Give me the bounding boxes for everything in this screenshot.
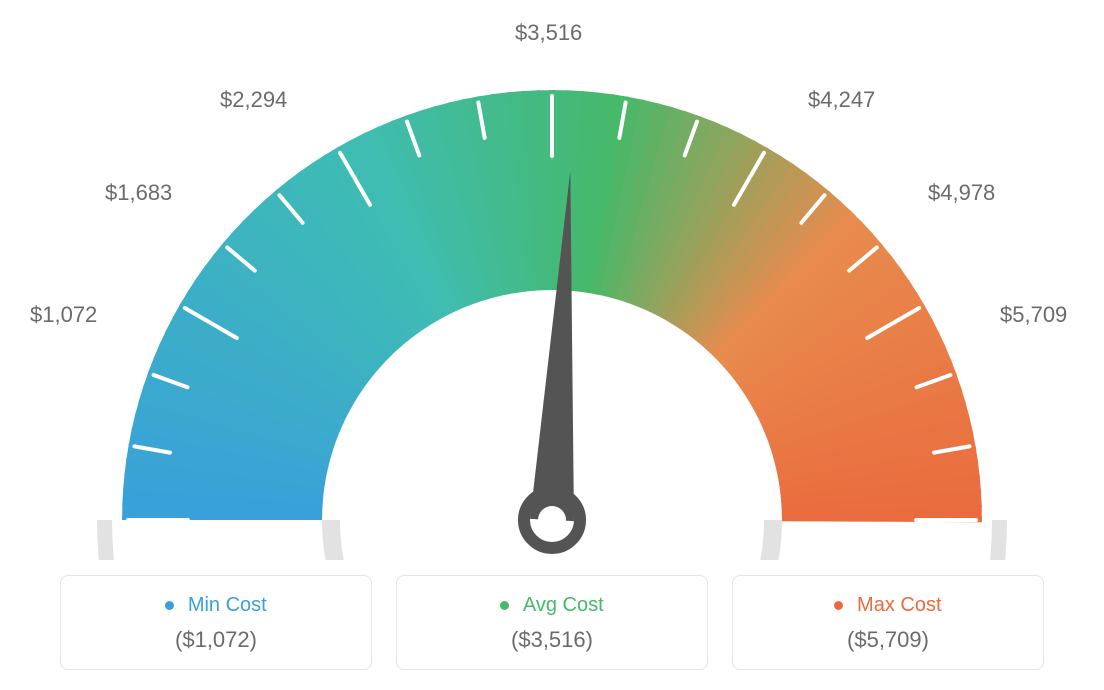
- legend-label-avg: Avg Cost: [523, 594, 604, 616]
- gauge-tick-label: $5,709: [1000, 302, 1067, 327]
- legend-title-avg: Avg Cost: [397, 594, 707, 617]
- legend-dot-avg: [500, 601, 509, 610]
- legend-label-max: Max Cost: [857, 594, 941, 616]
- legend-title-min: Min Cost: [61, 594, 371, 617]
- gauge-chart: $1,072 $1,683 $2,294 $3,516 $4,247 $4,978 $5,7…: [0, 0, 1104, 560]
- gauge-tick-label: $4,978: [928, 180, 995, 205]
- gauge-svg: $1,072 $1,683 $2,294 $3,516 $4,247 $4,978 $5,7…: [0, 0, 1104, 560]
- legend-value-min: ($1,072): [61, 627, 371, 653]
- legend-label-min: Min Cost: [188, 594, 267, 616]
- legend-row: Min Cost ($1,072) Avg Cost ($3,516) Max …: [0, 575, 1104, 670]
- legend-value-avg: ($3,516): [397, 627, 707, 653]
- gauge-tick-label: $2,294: [220, 87, 287, 112]
- gauge-tick-label: $1,072: [30, 302, 97, 327]
- legend-dot-min: [165, 601, 174, 610]
- legend-card-max: Max Cost ($5,709): [732, 575, 1044, 670]
- gauge-tick-label: $4,247: [808, 87, 875, 112]
- gauge-tick-label: $3,516: [515, 20, 582, 45]
- legend-card-avg: Avg Cost ($3,516): [396, 575, 708, 670]
- cost-gauge-container: $1,072 $1,683 $2,294 $3,516 $4,247 $4,978 $5,7…: [0, 0, 1104, 690]
- legend-card-min: Min Cost ($1,072): [60, 575, 372, 670]
- gauge-tick-label: $1,683: [105, 180, 172, 205]
- legend-value-max: ($5,709): [733, 627, 1043, 653]
- legend-title-max: Max Cost: [733, 594, 1043, 617]
- legend-dot-max: [834, 601, 843, 610]
